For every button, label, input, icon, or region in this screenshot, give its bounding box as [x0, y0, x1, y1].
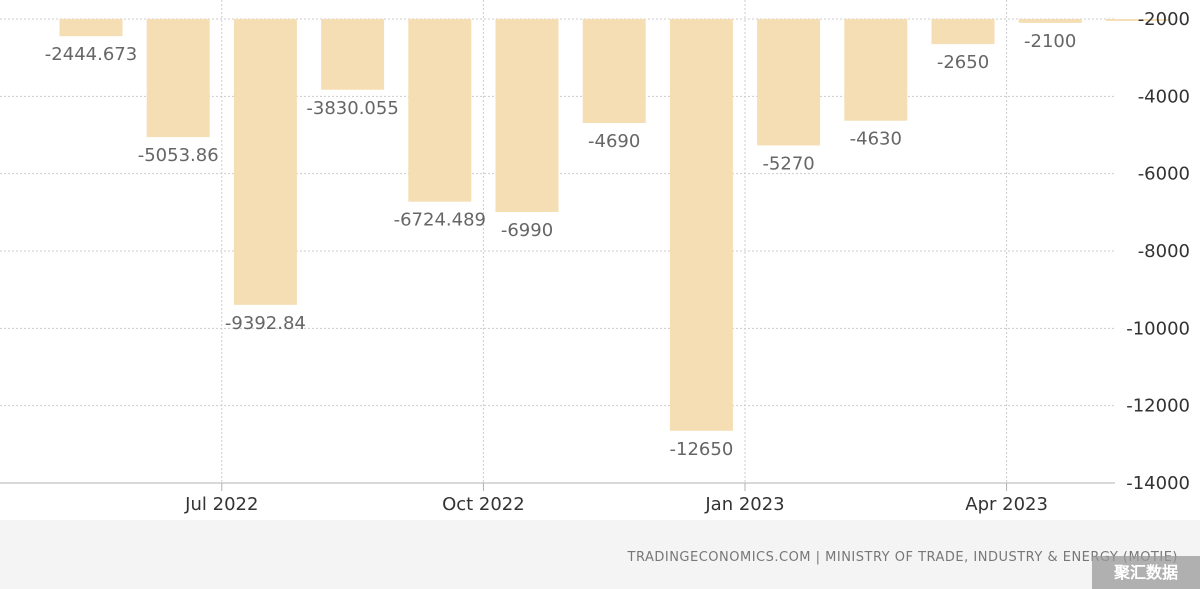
- footer-band: [0, 520, 1200, 589]
- bar-data-label: -3830.055: [306, 98, 398, 119]
- data-labels: -2444.673 -5053.86 -9392.84 -3830.055 -6724.…: [45, 31, 1077, 460]
- bar-data-label: -4690: [588, 131, 640, 152]
- bar: [1018, 19, 1082, 23]
- bar: [495, 19, 559, 212]
- bar-data-label: -2444.673: [45, 44, 137, 65]
- bar: [321, 19, 385, 90]
- bar: [669, 19, 733, 431]
- x-tick-label: Oct 2022: [442, 494, 525, 515]
- bar-data-label: -6724.489: [394, 210, 486, 231]
- y-tick-label: -14000: [1126, 473, 1190, 494]
- y-tick-label: -12000: [1126, 396, 1190, 417]
- bar: [844, 19, 908, 121]
- x-tick-label: Jul 2022: [184, 494, 258, 515]
- bar: [408, 19, 472, 202]
- bar: [59, 19, 123, 37]
- y-tick-label: -2000: [1138, 9, 1190, 30]
- bar-data-label: -5270: [762, 153, 814, 174]
- source-credit: TRADINGECONOMICS.COM | MINISTRY OF TRADE…: [627, 550, 1178, 565]
- bar: [233, 19, 297, 305]
- bar-data-label: -12650: [670, 439, 734, 460]
- watermark-backdrop: [1092, 556, 1200, 589]
- bar-data-label: -2100: [1024, 31, 1076, 52]
- x-tick-label: Jan 2023: [704, 494, 784, 515]
- bar: [931, 19, 995, 45]
- bar-data-label: -9392.84: [225, 313, 306, 334]
- y-tick-label: -10000: [1126, 318, 1190, 339]
- x-axis-tick-labels: Jul 2022 Oct 2022 Jan 2023 Apr 2023: [184, 494, 1048, 515]
- bar: [146, 19, 210, 138]
- bar-data-label: -6990: [501, 220, 553, 241]
- bar: [757, 19, 821, 146]
- y-axis-tick-labels: -2000 -4000 -6000 -8000 -10000 -12000 -14000: [1126, 9, 1190, 494]
- bar-data-label: -4630: [850, 129, 902, 150]
- bars: [59, 19, 1169, 431]
- y-tick-label: -8000: [1138, 241, 1190, 262]
- x-tick-label: Apr 2023: [965, 494, 1048, 515]
- y-tick-label: -4000: [1138, 86, 1190, 107]
- y-tick-label: -6000: [1138, 164, 1190, 185]
- bar: [582, 19, 646, 124]
- bar-data-label: -2650: [937, 52, 989, 73]
- bar: [1105, 19, 1169, 21]
- watermark: 聚汇数据: [1113, 563, 1178, 582]
- bar-data-label: -5053.86: [138, 145, 219, 166]
